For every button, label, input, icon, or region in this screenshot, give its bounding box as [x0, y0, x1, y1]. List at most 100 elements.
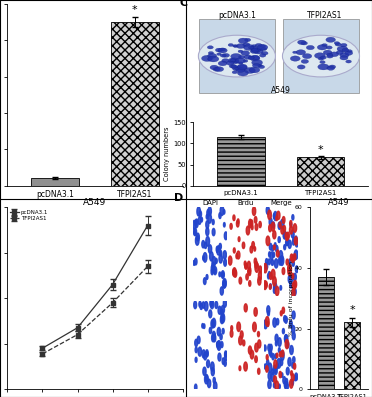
Circle shape	[260, 45, 266, 48]
Circle shape	[222, 328, 224, 334]
Circle shape	[198, 35, 275, 77]
Circle shape	[237, 220, 239, 227]
Circle shape	[294, 375, 296, 381]
Circle shape	[340, 43, 347, 47]
Circle shape	[276, 216, 278, 221]
Circle shape	[219, 251, 222, 256]
Circle shape	[214, 266, 217, 275]
Circle shape	[294, 254, 296, 260]
Circle shape	[258, 277, 261, 285]
Circle shape	[228, 58, 239, 64]
Circle shape	[195, 220, 197, 225]
Circle shape	[217, 246, 220, 255]
Y-axis label: % Brdu of incorporation: % Brdu of incorporation	[289, 261, 294, 336]
Circle shape	[260, 54, 266, 57]
Circle shape	[263, 264, 267, 273]
Circle shape	[195, 347, 197, 353]
Circle shape	[264, 364, 266, 369]
Circle shape	[286, 259, 288, 265]
Circle shape	[201, 217, 202, 222]
Circle shape	[204, 243, 207, 249]
Circle shape	[213, 334, 216, 342]
Circle shape	[326, 37, 336, 42]
Circle shape	[210, 65, 218, 70]
Circle shape	[255, 356, 257, 362]
Circle shape	[292, 332, 295, 340]
Circle shape	[340, 52, 349, 58]
Circle shape	[224, 223, 225, 227]
Circle shape	[292, 282, 295, 290]
Circle shape	[273, 245, 275, 250]
Circle shape	[250, 350, 254, 359]
Circle shape	[195, 384, 197, 390]
Circle shape	[266, 258, 268, 264]
Circle shape	[286, 240, 288, 246]
Circle shape	[235, 67, 239, 70]
Circle shape	[273, 277, 276, 286]
Text: D: D	[174, 193, 183, 203]
Circle shape	[203, 278, 206, 285]
Circle shape	[294, 250, 298, 260]
Circle shape	[285, 335, 288, 343]
Circle shape	[208, 54, 217, 58]
Circle shape	[288, 275, 291, 283]
Circle shape	[251, 225, 253, 229]
Circle shape	[209, 252, 213, 261]
Circle shape	[295, 236, 297, 242]
Circle shape	[278, 348, 280, 353]
Circle shape	[219, 243, 221, 249]
Circle shape	[273, 318, 276, 327]
Circle shape	[195, 357, 197, 362]
Circle shape	[266, 355, 268, 360]
Circle shape	[255, 263, 259, 272]
Circle shape	[282, 216, 285, 224]
Circle shape	[258, 64, 262, 67]
Circle shape	[306, 45, 314, 50]
Circle shape	[215, 67, 224, 71]
Circle shape	[268, 363, 272, 372]
Circle shape	[244, 67, 255, 73]
Circle shape	[287, 232, 289, 239]
Circle shape	[268, 380, 271, 389]
Circle shape	[206, 227, 209, 236]
Circle shape	[215, 258, 217, 264]
Circle shape	[326, 46, 332, 49]
Circle shape	[206, 214, 208, 219]
Circle shape	[294, 280, 296, 288]
Circle shape	[291, 230, 294, 238]
Circle shape	[292, 255, 294, 262]
Circle shape	[284, 232, 286, 239]
Circle shape	[217, 53, 221, 56]
Circle shape	[265, 262, 268, 270]
Circle shape	[288, 240, 291, 249]
Circle shape	[268, 259, 270, 265]
Circle shape	[266, 206, 269, 214]
Circle shape	[329, 65, 336, 69]
Circle shape	[203, 256, 205, 260]
Circle shape	[280, 351, 284, 360]
Circle shape	[233, 215, 235, 221]
Circle shape	[323, 50, 332, 55]
Circle shape	[270, 284, 272, 289]
Circle shape	[250, 246, 253, 253]
Circle shape	[274, 212, 277, 220]
Circle shape	[225, 351, 227, 357]
Circle shape	[248, 46, 254, 49]
Circle shape	[229, 64, 236, 68]
Circle shape	[245, 263, 247, 269]
Circle shape	[291, 275, 294, 281]
Circle shape	[248, 56, 254, 60]
Circle shape	[327, 66, 334, 70]
Text: pcDNA3.1: pcDNA3.1	[218, 11, 256, 19]
Circle shape	[206, 221, 209, 228]
Circle shape	[194, 231, 196, 235]
Circle shape	[198, 217, 201, 224]
Circle shape	[276, 318, 279, 325]
Circle shape	[267, 311, 269, 316]
Circle shape	[284, 245, 286, 250]
Circle shape	[269, 243, 272, 250]
Circle shape	[281, 257, 282, 262]
Circle shape	[346, 60, 352, 63]
Circle shape	[290, 56, 300, 61]
Circle shape	[195, 236, 199, 245]
